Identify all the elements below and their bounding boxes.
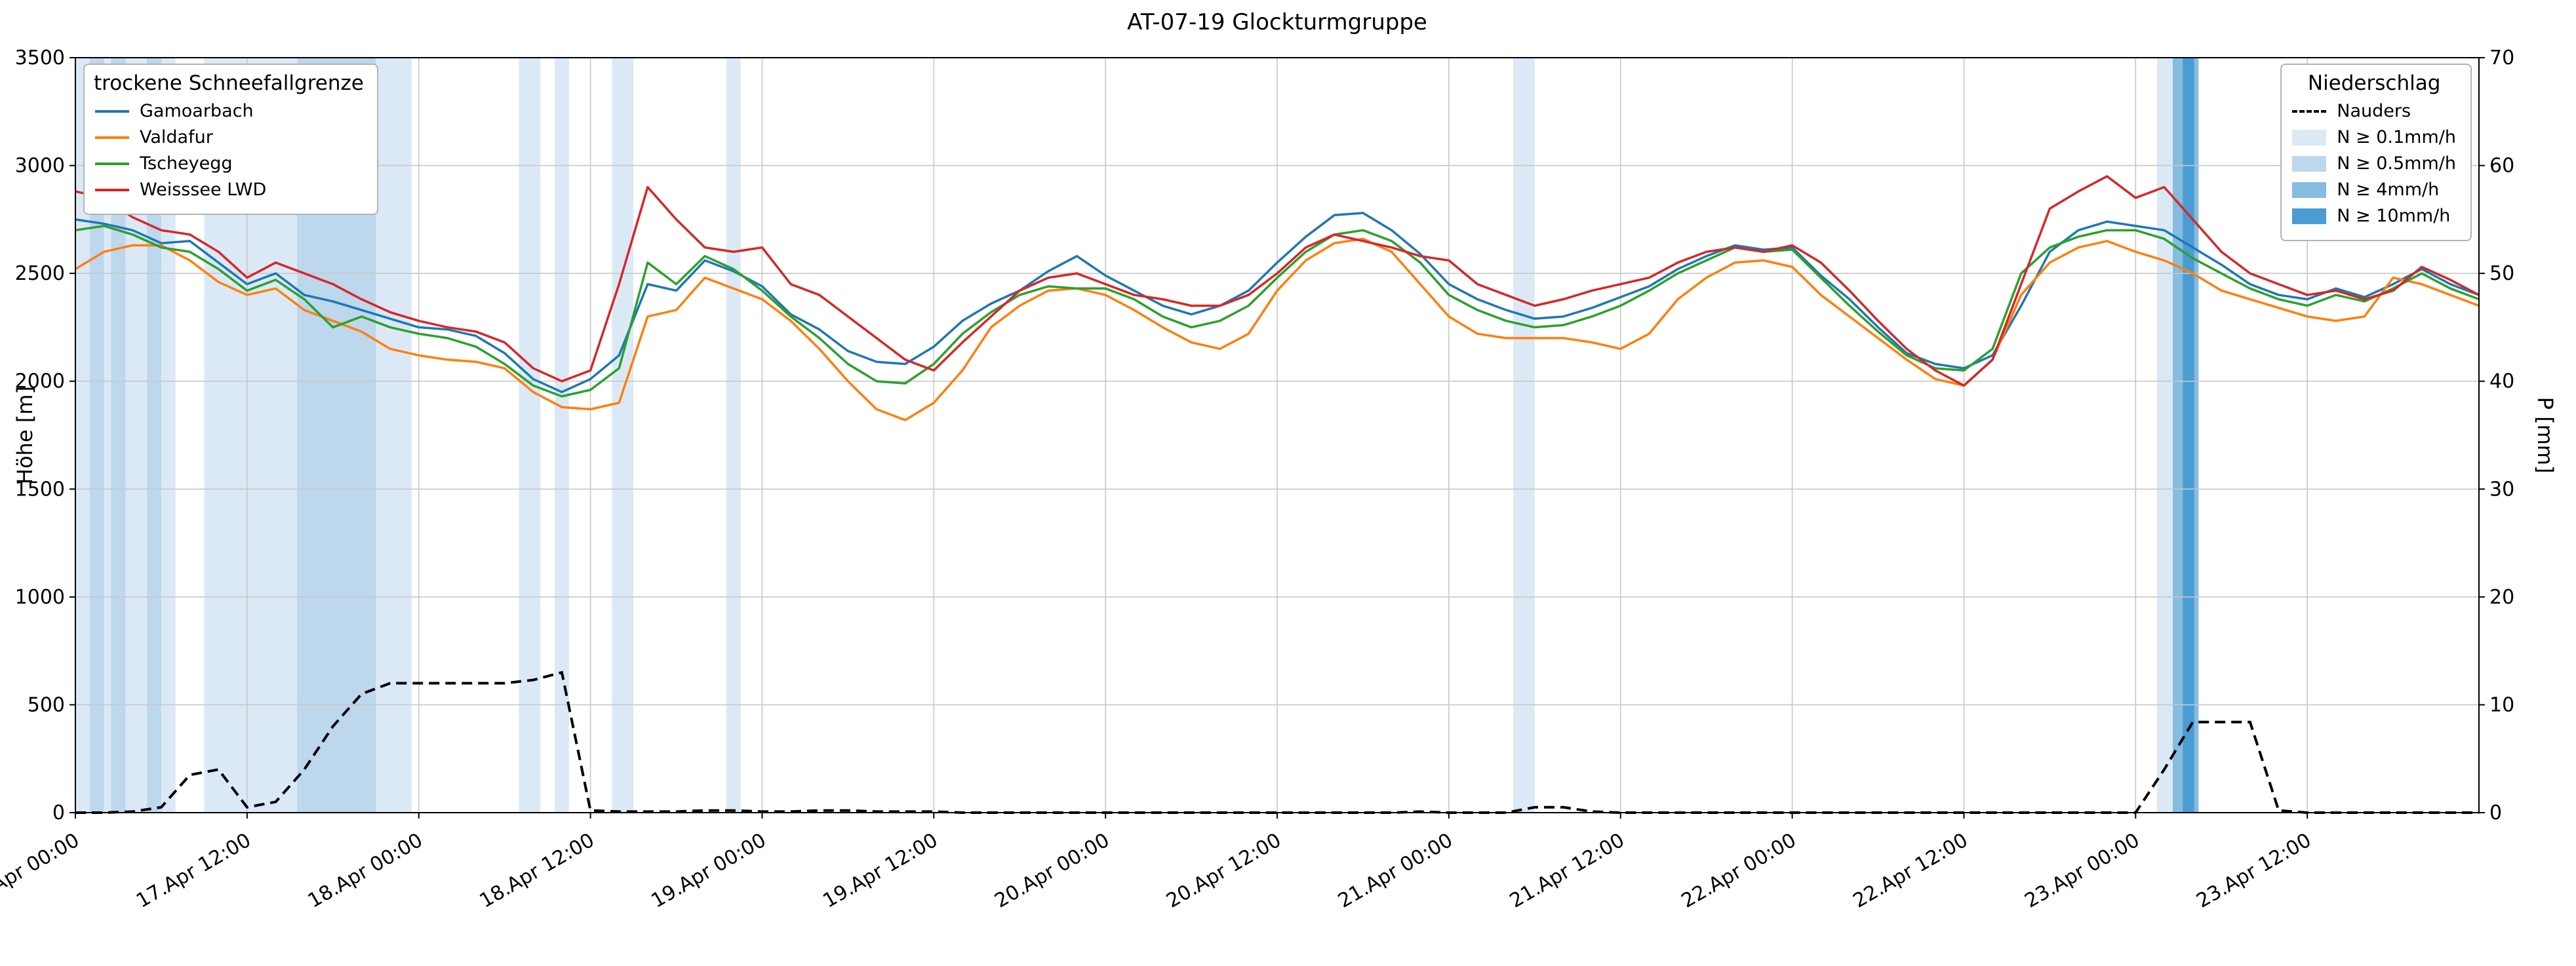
svg-text:23.Apr 12:00: 23.Apr 12:00 — [2192, 829, 2315, 913]
legend-precip-title: Niederschlag — [2307, 71, 2441, 95]
legend-snowline: trockene Schneefallgrenze Gamoarbach Val… — [83, 64, 378, 215]
svg-text:500: 500 — [28, 693, 65, 716]
legend-item-gamoarbach: Gamoarbach — [95, 101, 363, 121]
legend-item-label: Nauders — [2337, 101, 2411, 121]
legend-snowline-title: trockene Schneefallgrenze — [94, 71, 364, 95]
svg-text:19.Apr 12:00: 19.Apr 12:00 — [819, 829, 941, 913]
legend-item-tscheyegg: Tscheyegg — [95, 153, 363, 174]
legend-item-level-0-1: N ≥ 0.1mm/h — [2292, 127, 2456, 147]
svg-text:20.Apr 00:00: 20.Apr 00:00 — [991, 829, 1113, 913]
svg-text:21.Apr 12:00: 21.Apr 12:00 — [1506, 829, 1629, 913]
valdafur-line-swatch — [95, 136, 129, 139]
svg-text:10: 10 — [2489, 693, 2514, 716]
svg-text:3500: 3500 — [15, 47, 65, 69]
level-0-1-patch-swatch — [2292, 129, 2327, 145]
svg-text:18.Apr 12:00: 18.Apr 12:00 — [476, 829, 599, 913]
nauders-dash-swatch — [2292, 109, 2327, 113]
svg-text:40: 40 — [2489, 370, 2514, 393]
legend-item-label: Weisssee LWD — [140, 180, 267, 200]
legend-item-label: N ≥ 10mm/h — [2337, 206, 2451, 226]
legend-item-level-10: N ≥ 10mm/h — [2292, 206, 2456, 226]
chart-title: AT-07-19 Glockturmgruppe — [1127, 9, 1427, 35]
svg-text:22.Apr 00:00: 22.Apr 00:00 — [1678, 829, 1800, 913]
svg-text:0: 0 — [2489, 802, 2502, 824]
svg-text:20.Apr 12:00: 20.Apr 12:00 — [1162, 829, 1285, 913]
svg-text:22.Apr 12:00: 22.Apr 12:00 — [1850, 829, 1972, 913]
svg-text:17.Apr 00:00: 17.Apr 00:00 — [0, 829, 83, 913]
svg-text:1500: 1500 — [15, 478, 65, 501]
svg-text:2000: 2000 — [15, 370, 65, 393]
legend-precip: Niederschlag Nauders N ≥ 0.1mm/h N ≥ 0.5… — [2280, 64, 2472, 241]
legend-item-valdafur: Valdafur — [95, 127, 363, 147]
gamoarbach-line-swatch — [95, 109, 129, 113]
level-10-patch-swatch — [2292, 208, 2327, 224]
weisssee-line-swatch — [95, 188, 129, 191]
svg-text:1000: 1000 — [15, 586, 65, 609]
tscheyegg-line-swatch — [95, 162, 129, 165]
legend-item-label: N ≥ 4mm/h — [2337, 180, 2440, 200]
svg-text:60: 60 — [2489, 155, 2514, 178]
level-4-patch-swatch — [2292, 182, 2327, 198]
svg-text:20: 20 — [2489, 586, 2514, 609]
svg-text:3000: 3000 — [15, 155, 65, 178]
legend-item-label: Gamoarbach — [140, 101, 254, 121]
legend-item-label: Valdafur — [140, 127, 213, 147]
legend-item-label: N ≥ 0.5mm/h — [2337, 153, 2456, 174]
svg-text:2500: 2500 — [15, 262, 65, 285]
level-0-5-patch-swatch — [2292, 155, 2327, 172]
legend-item-level-0-5: N ≥ 0.5mm/h — [2292, 153, 2456, 174]
svg-text:17.Apr 12:00: 17.Apr 12:00 — [132, 829, 255, 913]
legend-item-label: N ≥ 0.1mm/h — [2337, 127, 2456, 147]
legend-item-level-4: N ≥ 4mm/h — [2292, 180, 2456, 200]
svg-text:19.Apr 00:00: 19.Apr 00:00 — [648, 829, 770, 913]
svg-text:50: 50 — [2489, 262, 2514, 285]
legend-item-label: Tscheyegg — [140, 153, 233, 174]
svg-text:30: 30 — [2489, 478, 2514, 501]
legend-item-nauders: Nauders — [2292, 101, 2456, 121]
svg-text:70: 70 — [2489, 47, 2514, 69]
legend-item-weisssee-lwd: Weisssee LWD — [95, 180, 363, 200]
svg-text:23.Apr 00:00: 23.Apr 00:00 — [2021, 829, 2143, 913]
svg-text:21.Apr 00:00: 21.Apr 00:00 — [1334, 829, 1457, 913]
svg-text:0: 0 — [52, 802, 65, 824]
svg-text:18.Apr 00:00: 18.Apr 00:00 — [304, 829, 427, 913]
